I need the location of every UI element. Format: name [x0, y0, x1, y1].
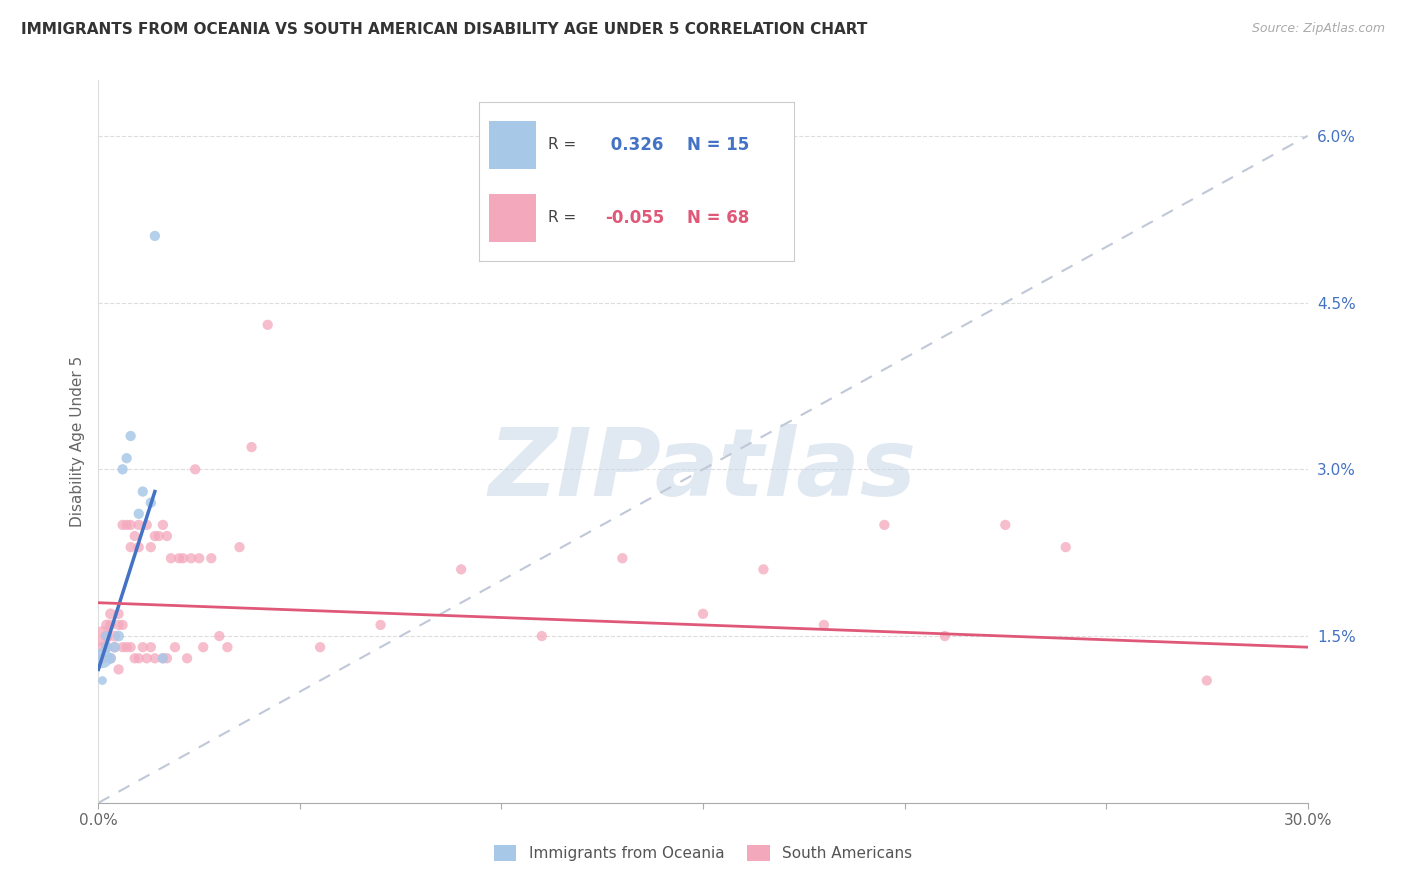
Legend: Immigrants from Oceania, South Americans: Immigrants from Oceania, South Americans	[488, 839, 918, 867]
Point	[148, 529, 170, 543]
Point	[139, 640, 162, 655]
Point	[96, 629, 118, 643]
Point	[152, 651, 174, 665]
Point	[111, 618, 134, 632]
Point	[370, 618, 392, 632]
Point	[91, 640, 114, 655]
Point	[120, 640, 142, 655]
Point	[128, 540, 150, 554]
Point	[111, 462, 134, 476]
Text: IMMIGRANTS FROM OCEANIA VS SOUTH AMERICAN DISABILITY AGE UNDER 5 CORRELATION CHA: IMMIGRANTS FROM OCEANIA VS SOUTH AMERICA…	[21, 22, 868, 37]
Point	[1054, 540, 1077, 554]
Point	[91, 673, 114, 688]
Point	[180, 551, 202, 566]
Point	[256, 318, 278, 332]
Point	[132, 484, 155, 499]
Point	[120, 429, 142, 443]
Point	[143, 651, 166, 665]
Point	[115, 640, 138, 655]
Point	[100, 607, 122, 621]
Point	[103, 640, 125, 655]
Point	[135, 651, 157, 665]
Point	[156, 651, 179, 665]
Point	[100, 651, 122, 665]
Point	[240, 440, 263, 454]
Point	[188, 551, 211, 566]
Point	[115, 517, 138, 532]
Point	[208, 629, 231, 643]
Point	[100, 618, 122, 632]
Point	[111, 517, 134, 532]
Point	[873, 517, 896, 532]
Point	[96, 629, 118, 643]
Point	[124, 651, 146, 665]
Point	[172, 551, 194, 566]
Point	[160, 551, 183, 566]
Point	[128, 507, 150, 521]
Point	[96, 618, 118, 632]
Point	[120, 540, 142, 554]
Point	[128, 517, 150, 532]
Point	[111, 640, 134, 655]
Point	[217, 640, 239, 655]
Point	[309, 640, 332, 655]
Point	[184, 462, 207, 476]
Point	[132, 640, 155, 655]
Point	[120, 517, 142, 532]
Point	[152, 651, 174, 665]
Point	[107, 618, 129, 632]
Point	[152, 517, 174, 532]
Point	[139, 496, 162, 510]
Point	[91, 651, 114, 665]
Point	[107, 662, 129, 676]
Point	[91, 629, 114, 643]
Point	[96, 640, 118, 655]
Point	[107, 629, 129, 643]
Text: ZIPatlas: ZIPatlas	[489, 425, 917, 516]
Point	[115, 451, 138, 466]
Point	[934, 629, 956, 643]
Point	[156, 529, 179, 543]
Point	[143, 529, 166, 543]
Point	[143, 228, 166, 243]
Point	[450, 562, 472, 576]
Point	[103, 629, 125, 643]
Point	[139, 540, 162, 554]
Point	[752, 562, 775, 576]
Point	[163, 640, 186, 655]
Y-axis label: Disability Age Under 5: Disability Age Under 5	[69, 356, 84, 527]
Point	[103, 640, 125, 655]
Point	[228, 540, 250, 554]
Point	[167, 551, 190, 566]
Point	[994, 517, 1017, 532]
Point	[200, 551, 222, 566]
Point	[91, 651, 114, 665]
Point	[612, 551, 634, 566]
Point	[128, 651, 150, 665]
Point	[1195, 673, 1218, 688]
Point	[100, 651, 122, 665]
Point	[813, 618, 835, 632]
Point	[135, 517, 157, 532]
Point	[96, 629, 118, 643]
Point	[193, 640, 215, 655]
Text: Source: ZipAtlas.com: Source: ZipAtlas.com	[1251, 22, 1385, 36]
Point	[176, 651, 198, 665]
Point	[692, 607, 714, 621]
Point	[96, 640, 118, 655]
Point	[530, 629, 553, 643]
Point	[107, 607, 129, 621]
Point	[124, 529, 146, 543]
